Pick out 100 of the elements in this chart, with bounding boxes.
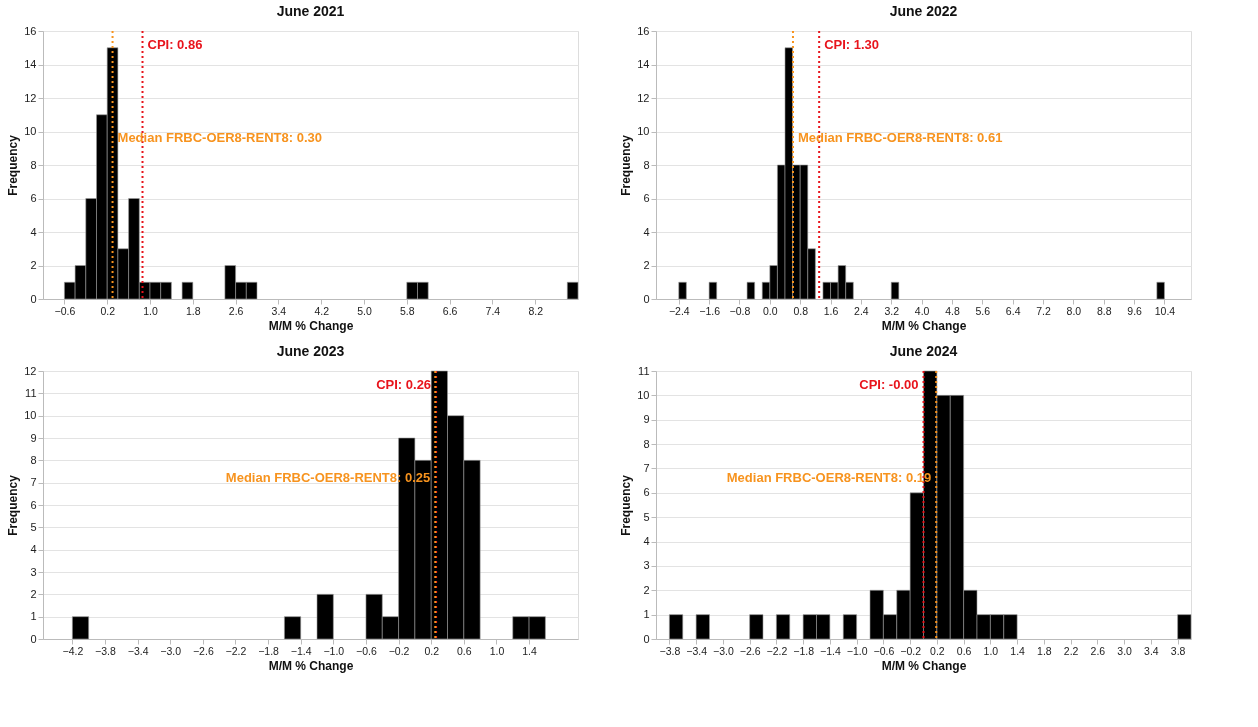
y-tick-label: 8 xyxy=(30,158,37,171)
y-tick-label: 0 xyxy=(30,632,37,645)
ref-line-label: CPI: 0.86 xyxy=(147,37,203,52)
x-tick-label: 8.2 xyxy=(528,304,544,317)
x-tick-label: 8.0 xyxy=(1066,304,1082,317)
x-tick-label: −3.0 xyxy=(160,644,182,657)
x-tick-label: −0.6 xyxy=(356,644,377,657)
y-tick-label: 7 xyxy=(643,461,650,474)
x-tick-label: 0.0 xyxy=(763,304,778,317)
y-tick-label: 14 xyxy=(24,58,37,70)
x-tick-label: −3.4 xyxy=(686,644,708,657)
y-tick-label: 10 xyxy=(24,125,37,137)
ref-line-label: Median FRBC-OER8-RENT8: 0.61 xyxy=(797,130,1003,146)
y-tick-label: 8 xyxy=(643,158,650,171)
x-tick-label: 3.0 xyxy=(1117,644,1133,657)
y-tick-label: 11 xyxy=(638,364,650,377)
x-tick-label: −2.6 xyxy=(739,644,761,657)
x-tick-label: −0.2 xyxy=(900,644,922,657)
x-axis-title: M/M % Change xyxy=(881,659,967,673)
x-tick-label: −1.8 xyxy=(258,644,280,657)
y-tick-label: 0 xyxy=(643,292,650,305)
x-tick-label: 2.6 xyxy=(1090,644,1106,657)
y-tick-label: 6 xyxy=(30,498,37,511)
x-tick-label: 9.6 xyxy=(1127,304,1143,317)
x-tick-label: −0.8 xyxy=(729,304,751,317)
ref-line-label: CPI: 1.30 xyxy=(824,37,880,52)
y-tick-label: 16 xyxy=(24,24,37,37)
x-tick-label: −0.6 xyxy=(873,644,895,657)
y-tick-label: 10 xyxy=(24,409,37,422)
x-tick-label: −3.8 xyxy=(95,644,116,657)
y-tick-label: 10 xyxy=(637,388,650,401)
y-tick-label: 4 xyxy=(30,543,37,556)
y-axis-title: Frequency xyxy=(619,474,634,536)
y-axis-title: Frequency xyxy=(6,134,21,196)
y-tick-label: 12 xyxy=(637,91,650,104)
x-tick-label: −3.4 xyxy=(127,644,149,657)
x-tick-label: 4.8 xyxy=(945,304,960,317)
x-tick-label: 6.6 xyxy=(442,304,458,317)
y-tick-label: 4 xyxy=(643,225,650,238)
x-tick-label: 10.4 xyxy=(1154,304,1176,317)
x-tick-label: 2.6 xyxy=(228,304,244,317)
x-tick-label: 3.4 xyxy=(271,304,287,317)
x-tick-label: −0.2 xyxy=(388,644,410,657)
x-tick-label: 5.8 xyxy=(400,304,415,317)
x-tick-label: 1.4 xyxy=(522,644,538,657)
x-tick-label: 0.6 xyxy=(457,644,472,657)
ref-line-label: CPI: -0.00 xyxy=(859,377,919,392)
x-tick-label: −2.6 xyxy=(192,644,214,657)
y-tick-label: 3 xyxy=(643,559,650,572)
x-tick-label: 0.6 xyxy=(956,644,972,657)
y-tick-label: 4 xyxy=(643,535,650,548)
x-tick-label: 3.2 xyxy=(884,304,900,317)
x-tick-label: 4.2 xyxy=(314,304,330,317)
y-tick-label: 10 xyxy=(637,125,650,137)
x-tick-label: 7.2 xyxy=(1036,304,1051,317)
x-tick-label: 2.2 xyxy=(1063,644,1079,657)
x-tick-label: 0.2 xyxy=(100,304,116,317)
x-tick-label: 5.6 xyxy=(975,304,991,317)
y-tick-label: 9 xyxy=(30,431,37,444)
y-tick-label: 0 xyxy=(30,292,37,305)
x-tick-label: −4.2 xyxy=(62,644,84,657)
y-tick-label: 8 xyxy=(30,453,37,466)
x-tick-label: 1.4 xyxy=(1010,644,1026,657)
x-tick-label: −2.4 xyxy=(668,304,690,317)
x-tick-label: 4.0 xyxy=(914,304,930,317)
y-tick-label: 16 xyxy=(637,24,650,37)
x-tick-label: 8.8 xyxy=(1096,304,1112,317)
y-tick-label: 5 xyxy=(30,520,37,533)
y-tick-label: 14 xyxy=(637,58,650,70)
y-tick-label: 12 xyxy=(24,91,37,104)
x-tick-label: 1.0 xyxy=(143,304,158,317)
y-tick-label: 2 xyxy=(643,259,650,271)
y-tick-label: 5 xyxy=(643,510,650,523)
y-tick-label: 1 xyxy=(30,610,37,623)
x-tick-label: −0.6 xyxy=(54,304,76,317)
x-tick-label: 3.8 xyxy=(1170,644,1186,657)
x-tick-label: −1.4 xyxy=(290,644,312,657)
y-tick-label: 6 xyxy=(643,486,650,499)
y-axis-title: Frequency xyxy=(619,134,634,196)
y-tick-label: 7 xyxy=(30,476,37,489)
x-tick-label: −1.6 xyxy=(699,304,721,317)
y-tick-label: 2 xyxy=(30,587,37,600)
x-tick-label: 0.8 xyxy=(793,304,809,317)
x-tick-label: 1.0 xyxy=(489,644,505,657)
x-tick-label: 0.2 xyxy=(424,644,440,657)
chart-title: June 2023 xyxy=(276,343,345,359)
x-tick-label: −1.0 xyxy=(323,644,345,657)
x-tick-label: −1.8 xyxy=(793,644,815,657)
y-tick-label: 11 xyxy=(25,386,37,399)
y-tick-label: 9 xyxy=(643,413,650,426)
x-axis-title: M/M % Change xyxy=(268,659,354,673)
x-tick-label: −1.4 xyxy=(820,644,841,657)
y-tick-label: 0 xyxy=(643,632,650,645)
y-tick-label: 2 xyxy=(643,583,650,596)
x-tick-label: 1.8 xyxy=(1037,644,1052,657)
y-tick-label: 6 xyxy=(643,192,650,204)
y-tick-label: 1 xyxy=(643,608,650,621)
y-tick-label: 8 xyxy=(643,437,650,450)
x-tick-label: 7.4 xyxy=(485,304,501,317)
x-tick-label: −2.2 xyxy=(225,644,247,657)
